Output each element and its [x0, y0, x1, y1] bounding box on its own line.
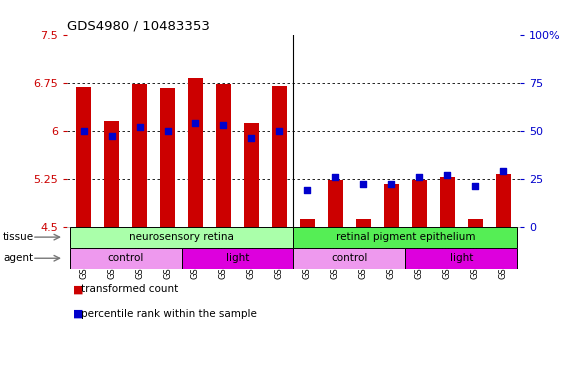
Bar [160, 88, 175, 227]
Text: control: control [107, 253, 144, 263]
Bar [132, 84, 147, 227]
Point [471, 183, 480, 189]
Bar [411, 180, 427, 227]
Point [275, 127, 284, 134]
Bar [104, 121, 119, 227]
Point [358, 181, 368, 187]
Text: retinal pigment epithelium: retinal pigment epithelium [336, 232, 475, 242]
Text: transformed count: transformed count [81, 284, 178, 294]
Text: light: light [226, 253, 249, 263]
Point [387, 181, 396, 187]
Text: ■: ■ [73, 309, 83, 319]
Bar [328, 180, 343, 227]
Point [415, 174, 424, 180]
Point [219, 122, 228, 128]
Bar [406, 248, 517, 269]
Bar [272, 86, 287, 227]
Bar [181, 248, 293, 269]
Bar [440, 177, 455, 227]
Bar [383, 184, 399, 227]
Bar [216, 84, 231, 227]
Bar [70, 227, 293, 248]
Point [135, 124, 144, 130]
Text: neurosensory retina: neurosensory retina [129, 232, 234, 242]
Point [107, 133, 116, 139]
Point [163, 127, 172, 134]
Point [303, 187, 312, 193]
Text: percentile rank within the sample: percentile rank within the sample [81, 309, 257, 319]
Bar [244, 123, 259, 227]
Bar [293, 248, 406, 269]
Bar [356, 219, 371, 227]
Bar [468, 219, 483, 227]
Bar [70, 248, 181, 269]
Text: tissue: tissue [3, 232, 34, 242]
Text: ■: ■ [73, 284, 83, 294]
Point [247, 135, 256, 141]
Text: GDS4980 / 10483353: GDS4980 / 10483353 [67, 19, 210, 32]
Point [443, 172, 452, 178]
Point [498, 168, 508, 174]
Point [191, 120, 200, 126]
Text: light: light [450, 253, 473, 263]
Point [331, 174, 340, 180]
Bar [293, 227, 517, 248]
Bar [188, 78, 203, 227]
Text: agent: agent [3, 253, 33, 263]
Bar [496, 174, 511, 227]
Point [79, 127, 88, 134]
Text: control: control [331, 253, 368, 263]
Bar [300, 219, 315, 227]
Bar [76, 87, 91, 227]
